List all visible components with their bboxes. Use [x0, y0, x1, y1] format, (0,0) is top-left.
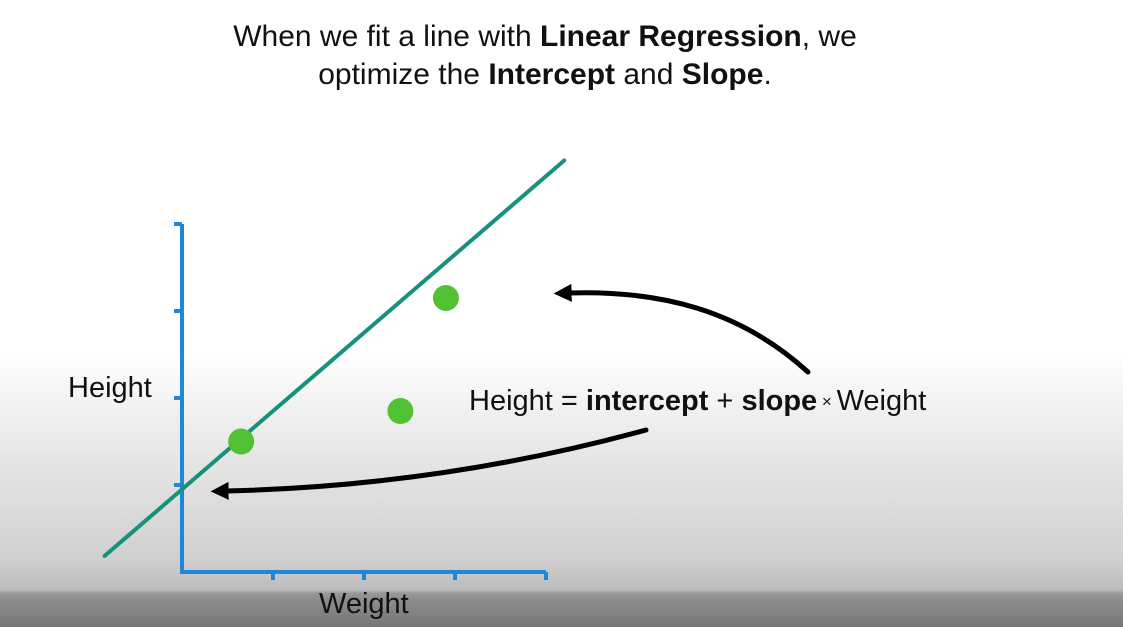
caption-text: and — [615, 58, 682, 91]
regression-equation: Height = intercept + slope × Weight — [469, 385, 926, 418]
data-point — [387, 398, 414, 425]
caption-text: When we fit a line with — [233, 20, 540, 53]
data-points — [228, 284, 459, 455]
caption-emphasis-linear-regression: Linear Regression — [540, 20, 802, 53]
caption-text: optimize the — [318, 58, 489, 91]
caption-line-1: When we fit a line with Linear Regressio… — [0, 18, 1090, 56]
equation-intercept: intercept — [585, 385, 709, 417]
data-point — [228, 428, 255, 455]
caption-text: , we — [801, 20, 857, 53]
arrow-to-slope — [553, 283, 811, 375]
equation-variable: Weight — [836, 385, 927, 417]
title-caption: When we fit a line with Linear Regressio… — [0, 18, 1090, 94]
equation-lhs: Height = — [469, 385, 586, 417]
arrow-to-intercept — [210, 427, 649, 500]
caption-emphasis-slope: Slope — [681, 58, 764, 91]
equation-slope: slope — [741, 385, 818, 417]
caption-line-2: optimize the Intercept and Slope. — [0, 56, 1090, 94]
data-point — [432, 284, 459, 311]
axes — [174, 222, 548, 580]
equation-times: × — [817, 392, 837, 411]
regression-line — [102, 158, 567, 558]
fit-line-layer — [102, 158, 567, 558]
caption-text: . — [763, 58, 772, 91]
x-axis-label: Weight — [319, 588, 409, 620]
equation-plus: + — [708, 385, 742, 417]
caption-emphasis-intercept: Intercept — [488, 58, 616, 91]
annotation-arrows — [210, 283, 811, 500]
y-axis-label: Height — [68, 372, 152, 404]
